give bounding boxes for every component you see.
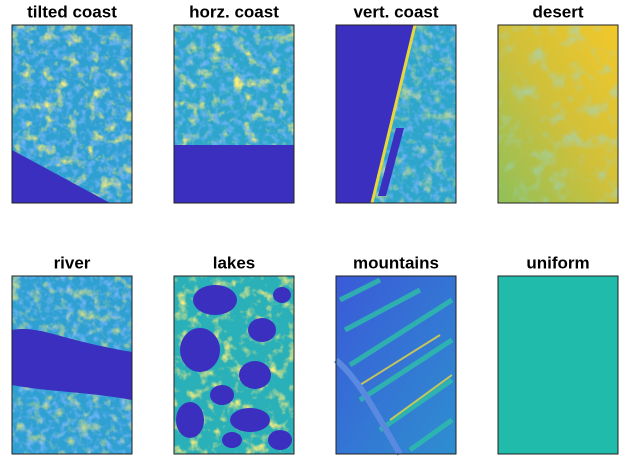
panel-title: river — [54, 253, 91, 272]
water — [174, 145, 294, 203]
frame — [173, 24, 295, 204]
water — [336, 25, 415, 203]
water — [12, 150, 110, 203]
ridges — [359, 334, 453, 421]
frame — [497, 24, 619, 204]
frame — [11, 275, 133, 455]
shore — [370, 24, 417, 204]
panel-title: horz. coast — [189, 2, 279, 21]
water — [12, 329, 132, 400]
panel: uniform — [497, 253, 619, 455]
panel-title: lakes — [213, 253, 256, 272]
panel-title: uniform — [526, 253, 589, 272]
image — [336, 276, 456, 454]
frame — [335, 24, 457, 204]
panel: vert. coast — [335, 2, 457, 204]
panel-title: tilted coast — [27, 2, 117, 21]
panel-title: desert — [532, 2, 583, 21]
frame — [335, 275, 457, 455]
frame — [11, 24, 133, 204]
image — [498, 276, 618, 454]
panel: river — [11, 253, 133, 455]
water — [378, 128, 404, 196]
texture — [498, 25, 618, 203]
panel: horz. coast — [173, 2, 295, 204]
frame — [173, 275, 295, 455]
frame — [497, 275, 619, 455]
panel: desert — [497, 2, 619, 204]
panel: mountains — [334, 253, 457, 456]
panel-title: vert. coast — [353, 2, 438, 21]
ridges — [338, 277, 454, 453]
valley — [334, 357, 403, 456]
panel: lakes — [173, 253, 295, 455]
panel-title: mountains — [353, 253, 439, 272]
lakes — [176, 285, 292, 450]
panel: tilted coast — [11, 2, 133, 204]
